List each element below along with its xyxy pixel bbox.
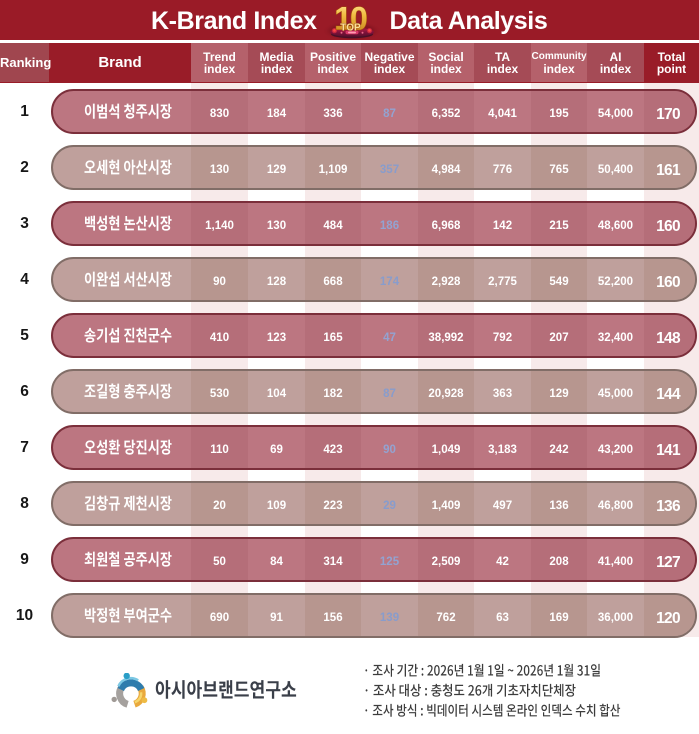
svg-text:TOP: TOP	[340, 23, 361, 34]
svg-text:10: 10	[334, 1, 367, 37]
